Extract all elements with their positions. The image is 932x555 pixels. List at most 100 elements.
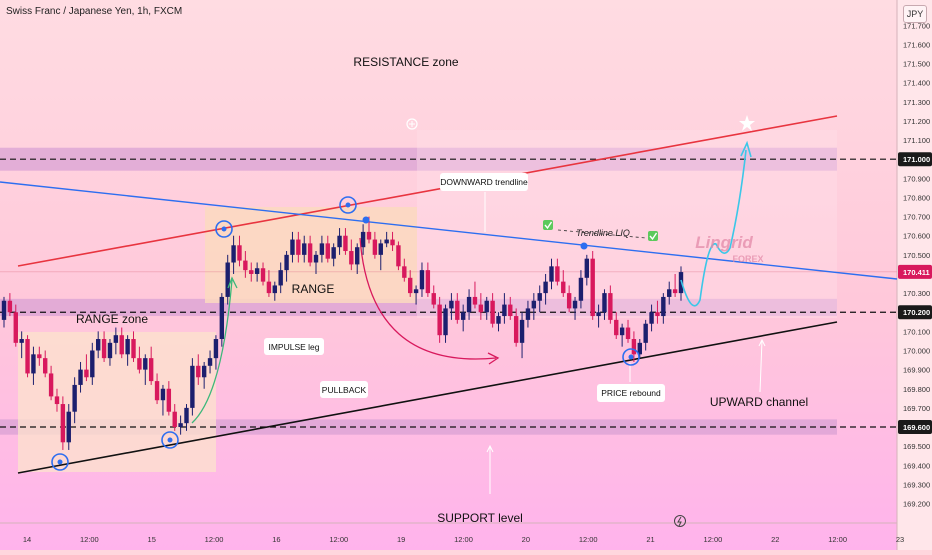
price-tick-label: 169.700 (903, 404, 930, 413)
channel-upper-line[interactable] (17, 115, 838, 267)
candle-body (37, 354, 42, 359)
candle (284, 251, 289, 282)
price-tick-label: 170.900 (903, 174, 930, 183)
candle (431, 285, 436, 309)
candle-body (390, 239, 395, 246)
downward-trendline[interactable] (0, 181, 898, 280)
price-rebound-callout[interactable] (597, 384, 665, 402)
candle (225, 254, 230, 305)
candle-body (72, 384, 77, 412)
candle (48, 365, 54, 401)
candle-body (201, 365, 207, 378)
candle-body (296, 239, 301, 255)
candle (231, 235, 236, 274)
candle-body (225, 262, 230, 297)
candle (278, 262, 283, 294)
candle-body (602, 293, 607, 313)
candle (425, 262, 431, 297)
candle (137, 346, 142, 374)
candle-body (578, 277, 584, 301)
candle-body (443, 308, 448, 336)
candle-body (449, 300, 454, 309)
candle (219, 293, 225, 347)
crosshair-target-icon[interactable] (406, 118, 418, 130)
candle (296, 231, 301, 263)
price-tick-label: 171.300 (903, 98, 930, 107)
candle (307, 235, 313, 267)
candle-body (378, 243, 383, 255)
candle (54, 388, 60, 412)
candle-body (437, 304, 442, 336)
candle (337, 228, 342, 255)
sr-zone-0 (0, 147, 837, 171)
time-tick-label: 20 (522, 535, 530, 544)
upward-channel-support-line[interactable] (17, 321, 838, 474)
projection-arrow-head (740, 140, 752, 158)
candle-body (549, 266, 554, 282)
candle (107, 339, 113, 366)
candle (525, 300, 531, 328)
downward-trendline-callout[interactable] (440, 173, 528, 191)
price-tick-label: 170.100 (903, 327, 930, 336)
target-star-icon (739, 115, 755, 131)
candle (572, 296, 578, 320)
candle (331, 243, 336, 267)
candle-body (472, 296, 478, 305)
candle (384, 231, 389, 248)
time-tick-label: 16 (272, 535, 280, 544)
candle (590, 251, 595, 320)
candle (408, 270, 413, 297)
candle-body (66, 411, 71, 443)
candle (472, 281, 478, 309)
lightning-bolt-icon (677, 516, 682, 527)
candle (502, 293, 507, 324)
candle-body (425, 270, 431, 294)
pullback-callout[interactable] (320, 381, 368, 398)
currency-button[interactable]: JPY (903, 5, 927, 23)
candle-body (272, 285, 277, 294)
candle (160, 384, 166, 416)
candle-body (213, 339, 219, 359)
price-tick-label: 171.200 (903, 117, 930, 126)
candle-body (614, 319, 619, 336)
candle (484, 296, 489, 320)
candle (201, 361, 207, 389)
candle-body (178, 423, 183, 428)
candle (543, 273, 548, 305)
time-tick-label: 12:00 (579, 535, 598, 544)
candle (207, 350, 213, 374)
candle-body (148, 358, 154, 382)
candle-body (325, 243, 330, 259)
candle (584, 254, 590, 286)
candle (254, 262, 260, 282)
candle (260, 262, 266, 286)
candle (166, 381, 172, 416)
candle-body (655, 312, 660, 317)
candle-body (360, 231, 366, 248)
candle (672, 273, 678, 297)
candle-body (266, 281, 272, 294)
lingrid-logo: Lingrid (695, 233, 753, 252)
candle-body (219, 296, 225, 340)
candle-body (396, 245, 401, 267)
price-tick-label: 171.400 (903, 79, 930, 88)
rebound-low-dot (628, 354, 634, 360)
impulse-leg-callout[interactable] (264, 338, 324, 355)
price-tick-label: 170.000 (903, 346, 930, 355)
candle-body (125, 339, 130, 355)
candle-body (172, 411, 177, 428)
price-tick-label: 169.500 (903, 442, 930, 451)
candle-body (590, 258, 595, 317)
candle-body (584, 258, 590, 278)
candle (466, 289, 472, 320)
swing-high-dot-2 (345, 202, 351, 208)
trendline-liq-dashes (557, 229, 647, 239)
candle (302, 235, 307, 263)
lightning-replay-icon[interactable] (674, 515, 686, 527)
candle-body (460, 312, 466, 320)
candle-body (496, 316, 501, 324)
time-tick-label: 12:00 (454, 535, 473, 544)
price-tick-label: 169.900 (903, 366, 930, 375)
candle (84, 354, 89, 382)
